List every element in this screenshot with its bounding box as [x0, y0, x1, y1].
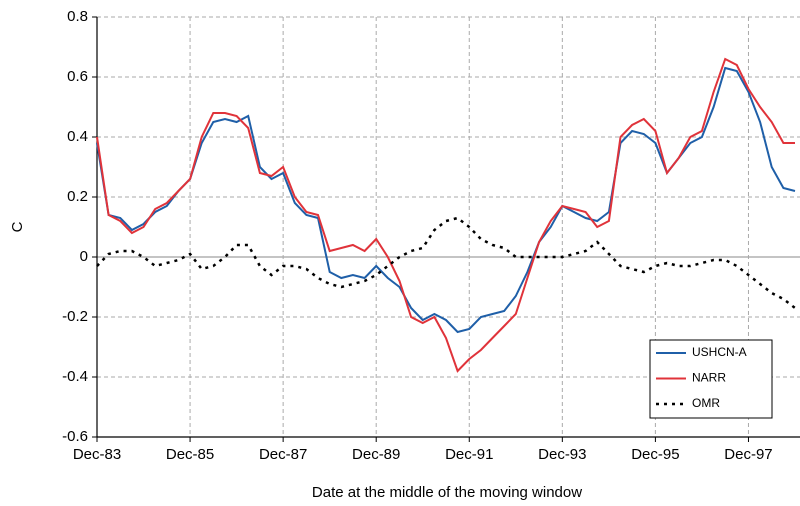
x-tick-label: Dec-85	[166, 446, 214, 463]
data-line	[96, 216, 796, 309]
x-tick-label: Dec-95	[631, 446, 679, 463]
y-tick-label: -0.4	[62, 368, 88, 385]
y-tick-label: 0.8	[67, 8, 88, 25]
y-tick-label: -0.2	[62, 308, 88, 325]
y-tick-label: -0.6	[62, 428, 88, 445]
y-tick-label: 0	[80, 248, 88, 265]
legend-label: NARR	[692, 371, 726, 385]
y-tick-label: 0.2	[67, 188, 88, 205]
data-line	[96, 57, 795, 373]
legend-label: OMR	[692, 396, 720, 410]
y-tick-label: 0.4	[67, 128, 88, 145]
x-axis-label: Date at the middle of the moving window	[312, 484, 582, 501]
x-tick-label: Dec-91	[445, 446, 493, 463]
y-axis-label: C	[9, 221, 26, 232]
data-line	[96, 66, 796, 334]
x-tick-label: Dec-97	[724, 446, 772, 463]
x-tick-label: Dec-93	[538, 446, 586, 463]
y-tick-label: 0.6	[67, 68, 88, 85]
x-tick-label: Dec-83	[73, 446, 121, 463]
legend-label: USHCN-A	[692, 345, 747, 359]
x-tick-label: Dec-87	[259, 446, 307, 463]
x-tick-label: Dec-89	[352, 446, 400, 463]
